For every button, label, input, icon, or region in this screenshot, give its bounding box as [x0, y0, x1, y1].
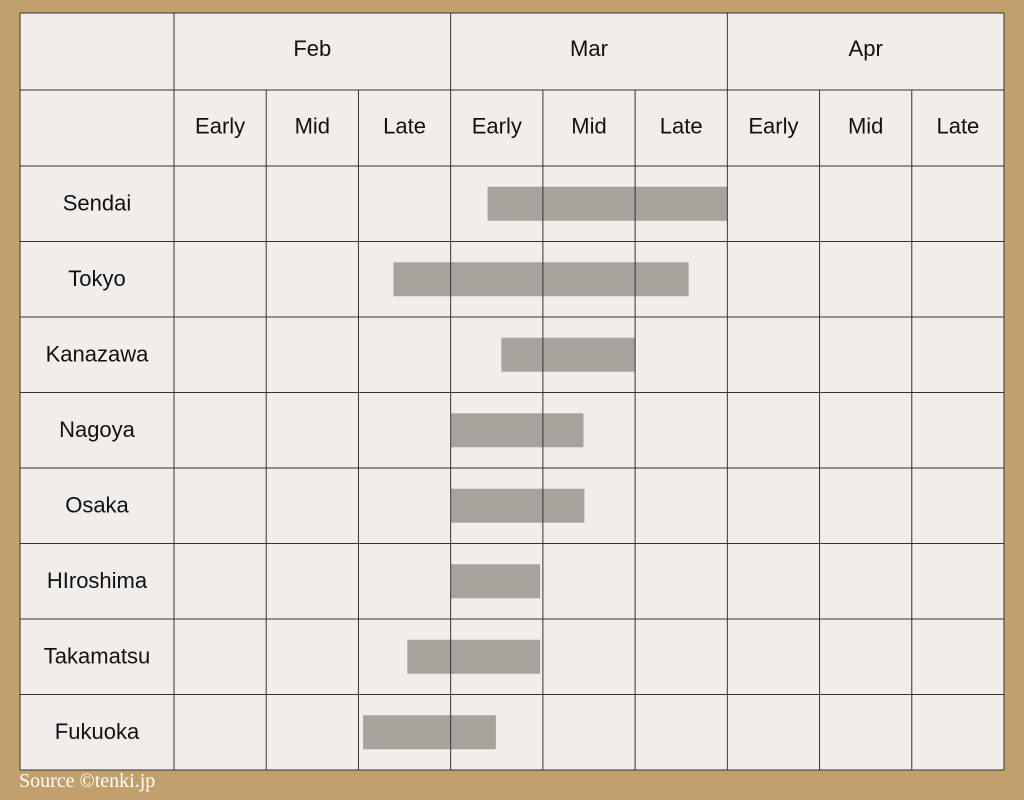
bar-nagoya	[450, 413, 584, 448]
month-header-feb: Feb	[293, 36, 331, 61]
period-header-1: Mid	[295, 114, 330, 139]
source-note: Source ©tenki.jp	[19, 770, 156, 792]
period-header-7: Mid	[848, 114, 883, 139]
period-header-8: Late	[936, 114, 979, 139]
period-header-3: Early	[472, 114, 522, 139]
row-label-kanazawa: Kanazawa	[46, 341, 150, 366]
row-label-hiroshima: HIroshima	[47, 568, 148, 593]
bar-takamatsu	[407, 639, 541, 674]
bar-sendai	[487, 186, 728, 221]
month-header-apr: Apr	[849, 36, 883, 61]
row-label-tokyo: Tokyo	[68, 266, 125, 291]
period-header-0: Early	[195, 114, 245, 139]
row-label-takamatsu: Takamatsu	[44, 643, 150, 668]
row-label-sendai: Sendai	[63, 190, 132, 215]
row-label-fukuoka: Fukuoka	[55, 719, 140, 744]
period-header-6: Early	[748, 114, 798, 139]
row-label-osaka: Osaka	[65, 492, 129, 517]
period-header-5: Late	[660, 114, 703, 139]
row-label-nagoya: Nagoya	[59, 417, 136, 442]
bar-kanazawa	[501, 337, 636, 372]
period-header-4: Mid	[571, 114, 606, 139]
bar-osaka	[450, 488, 585, 523]
bar-tokyo	[393, 262, 689, 297]
bar-fukuoka	[363, 715, 496, 750]
period-header-2: Late	[383, 114, 426, 139]
month-header-mar: Mar	[570, 36, 608, 61]
bar-hiroshima	[450, 564, 541, 599]
